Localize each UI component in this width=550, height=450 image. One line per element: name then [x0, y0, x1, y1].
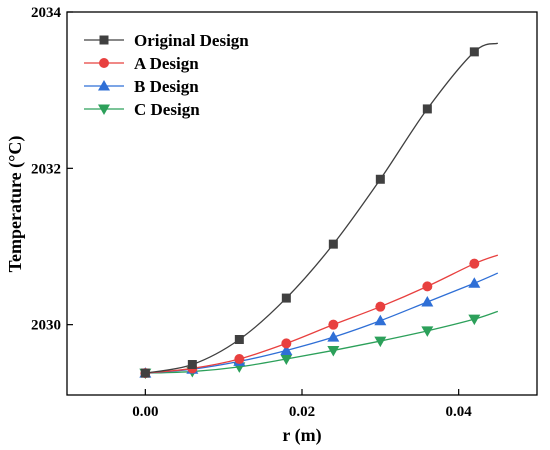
series-a-design [140, 254, 499, 379]
legend-marker [98, 80, 110, 91]
data-point [375, 301, 386, 312]
series-line [145, 310, 499, 374]
data-point [468, 277, 481, 288]
legend-label: B Design [134, 77, 199, 96]
data-point [328, 239, 338, 249]
data-point [375, 174, 385, 184]
legend-label: C Design [134, 100, 200, 119]
data-point [422, 281, 433, 292]
data-point [187, 360, 197, 370]
y-tick-label: 2030 [31, 318, 61, 334]
legend: Original Design A Design B Design C Design [84, 31, 249, 119]
data-point [327, 331, 340, 342]
data-point [468, 314, 481, 326]
legend-label: Original Design [134, 31, 249, 50]
axis-ticks: 0.00 0.02 0.04 2030 2032 2034 [31, 5, 472, 420]
data-point [140, 368, 150, 378]
y-axis-label: Temperature (°C) [5, 136, 26, 273]
data-point [328, 319, 339, 330]
data-point [374, 336, 387, 348]
data-point [234, 335, 244, 345]
data-point [234, 354, 245, 365]
y-tick-label: 2032 [31, 161, 61, 177]
data-point [469, 258, 480, 269]
data-point [422, 104, 432, 114]
x-tick-label: 0.00 [132, 404, 158, 420]
series-line [145, 254, 499, 374]
data-point [469, 47, 479, 57]
legend-marker [99, 35, 109, 45]
y-tick-label: 2034 [31, 5, 62, 21]
legend-marker [98, 104, 110, 115]
data-point [281, 338, 292, 349]
x-tick-label: 0.02 [289, 404, 315, 420]
series-layer [139, 42, 499, 380]
series-original-design [140, 42, 499, 378]
data-point [280, 354, 293, 366]
data-point [421, 326, 434, 337]
legend-label: A Design [134, 54, 199, 73]
data-point [327, 345, 340, 357]
x-tick-label: 0.04 [446, 404, 473, 420]
data-point [374, 314, 387, 326]
series-line [145, 272, 499, 374]
x-axis-label: r (m) [282, 425, 321, 446]
data-point [281, 293, 291, 303]
data-point [280, 344, 293, 355]
data-point [421, 295, 434, 307]
legend-marker [99, 58, 109, 68]
